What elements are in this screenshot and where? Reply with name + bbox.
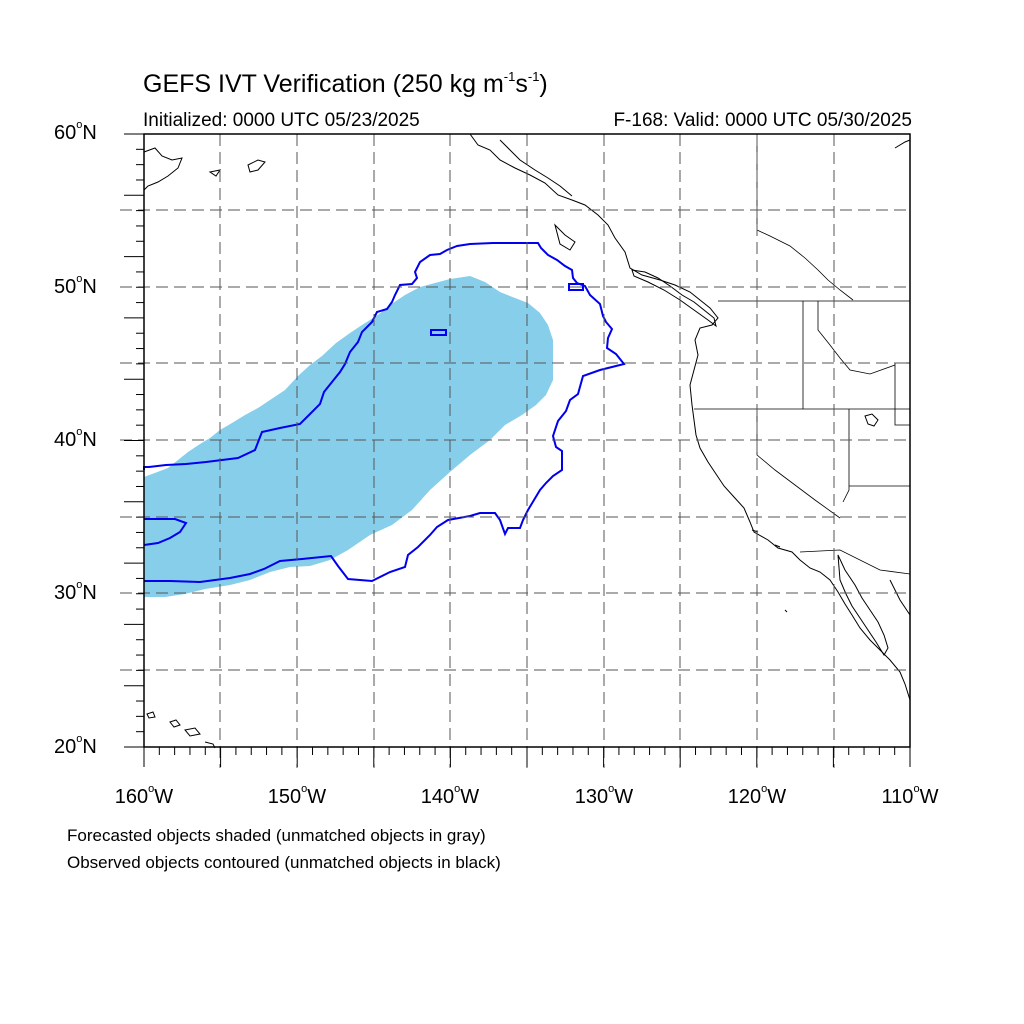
coastline (143, 133, 911, 749)
observed-object-contour (143, 518, 188, 546)
observed-object-contour (568, 283, 584, 291)
state-boundaries (694, 134, 911, 575)
lat-label-60: 60oN (54, 119, 97, 144)
observed-object-contour (430, 329, 447, 336)
lat-label-30: 30oN (54, 579, 97, 604)
map-title: GEFS IVT Verification (250 kg m-1s-1) (143, 68, 548, 98)
lat-lon-grid (120, 134, 910, 768)
observed-object-contour (143, 242, 626, 584)
axis-ticks (124, 133, 911, 767)
forecast-object (144, 276, 553, 597)
lon-label-160w: 160oW (114, 783, 174, 808)
lon-label-120w: 120oW (727, 783, 787, 808)
lon-label-140w: 140oW (420, 783, 480, 808)
lat-label-40: 40oN (54, 426, 97, 451)
initialized-time: Initialized: 0000 UTC 05/23/2025 (143, 110, 420, 131)
lon-label-150w: 150oW (267, 783, 327, 808)
lat-label-20: 20oN (54, 733, 97, 758)
forecast-note: Forecasted objects shaded (unmatched obj… (67, 826, 486, 845)
lat-label-50: 50oN (54, 273, 97, 298)
lon-label-130w: 130oW (574, 783, 634, 808)
valid-time: F-168: Valid: 0000 UTC 05/30/2025 (613, 110, 912, 131)
lon-label-110w: 110oW (881, 783, 939, 808)
observed-note: Observed objects contoured (unmatched ob… (67, 853, 501, 872)
